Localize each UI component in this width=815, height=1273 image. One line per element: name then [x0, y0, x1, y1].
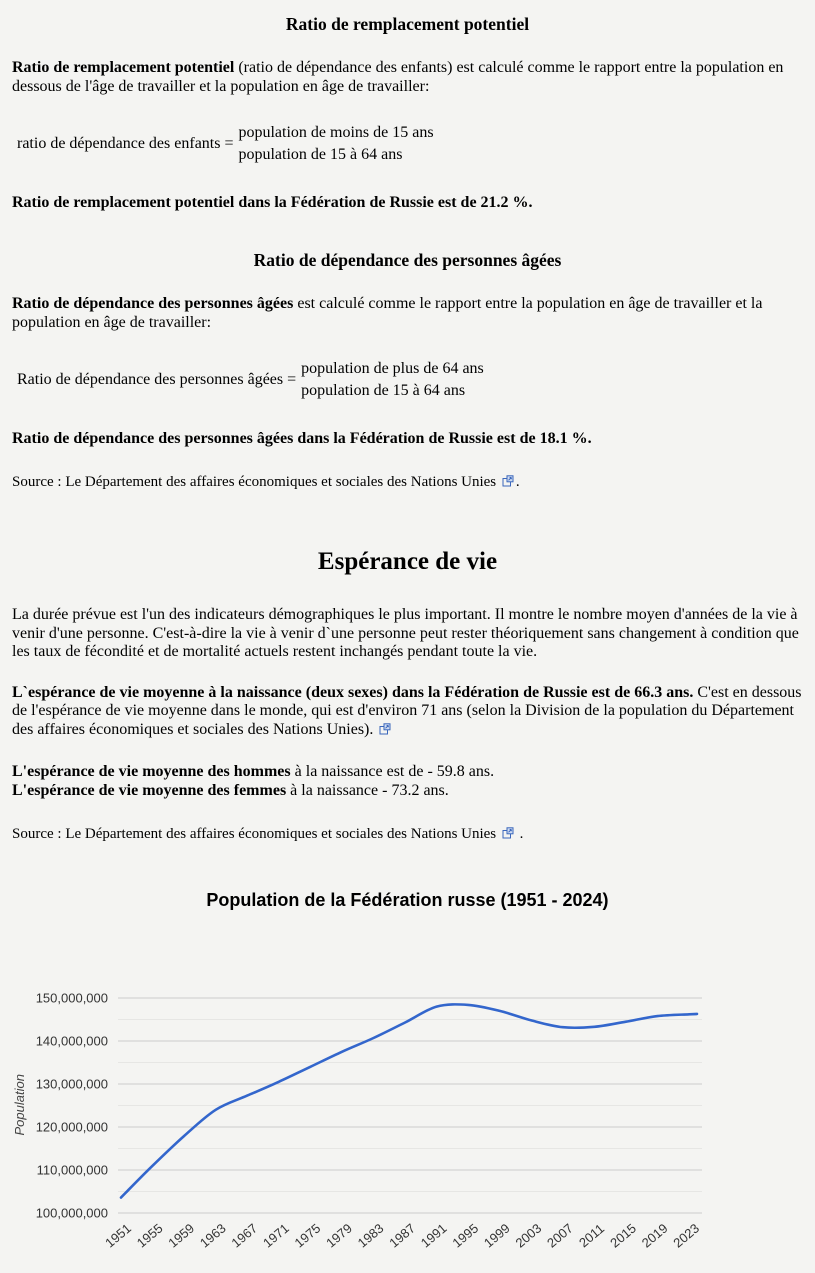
- replacement-ratio-definition: Ratio de remplacement potentiel (ratio d…: [12, 59, 784, 95]
- replacement-ratio-term: Ratio de remplacement potentiel: [12, 59, 235, 76]
- women-life-expectancy-term: L'espérance de vie moyenne des femmes: [12, 782, 287, 799]
- svg-text:110,000,000: 110,000,000: [37, 1163, 108, 1178]
- formula-left-side: Ratio de dépendance des personnes âgées …: [17, 371, 297, 388]
- elderly-ratio-term: Ratio de dépendance des personnes âgées: [12, 295, 294, 312]
- external-link-icon[interactable]: [379, 722, 391, 741]
- life-expectancy-value: L`espérance de vie moyenne à la naissanc…: [12, 683, 694, 701]
- svg-text:1971: 1971: [260, 1221, 292, 1251]
- svg-text:1951: 1951: [102, 1221, 134, 1251]
- svg-text:1963: 1963: [197, 1221, 229, 1251]
- formula-denominator: population de 15 à 64 ans: [238, 146, 403, 163]
- life-expectancy-average: L`espérance de vie moyenne à la naissanc…: [12, 684, 803, 741]
- elderly-ratio-result: Ratio de dépendance des personnes âgées …: [12, 430, 592, 447]
- svg-text:2019: 2019: [639, 1221, 671, 1251]
- svg-text:1959: 1959: [165, 1221, 197, 1251]
- elderly-ratio-definition: Ratio de dépendance des personnes âgées …: [12, 295, 763, 331]
- elderly-dependency-formula: Ratio de dépendance des personnes âgées …: [12, 358, 803, 402]
- svg-text:1991: 1991: [418, 1221, 450, 1251]
- population-chart-title: Population de la Fédération russe (1951 …: [206, 890, 609, 910]
- external-link-icon[interactable]: [502, 827, 514, 844]
- formula-numerator: population de plus de 64 ans: [301, 360, 484, 377]
- population-chart-section: Population de la Fédération russe (1951 …: [12, 890, 803, 1273]
- life-expectancy-by-sex: L'espérance de vie moyenne des hommes à …: [12, 763, 495, 799]
- child-dependency-formula: ratio de dépendance des enfants = popula…: [12, 122, 803, 166]
- svg-text:Population: Population: [12, 1074, 27, 1135]
- formula-fraction: population de plus de 64 ans population …: [301, 358, 484, 402]
- life-expectancy-intro: La durée prévue est l'un des indicateurs…: [12, 606, 799, 660]
- formula-left-side: ratio de dépendance des enfants =: [17, 135, 234, 152]
- svg-text:1975: 1975: [292, 1221, 324, 1251]
- formula-fraction: population de moins de 15 ans population…: [238, 122, 433, 166]
- svg-text:140,000,000: 140,000,000: [36, 1034, 108, 1049]
- replacement-ratio-title: Ratio de remplacement potentiel: [285, 14, 530, 34]
- svg-text:1967: 1967: [228, 1221, 260, 1251]
- svg-text:2011: 2011: [576, 1221, 607, 1250]
- source-line-dependency: Source : Le Département des affaires éco…: [12, 474, 520, 492]
- population-series-line[interactable]: [119, 1003, 699, 1199]
- svg-text:130,000,000: 130,000,000: [36, 1077, 108, 1092]
- svg-text:120,000,000: 120,000,000: [36, 1120, 108, 1135]
- svg-text:2023: 2023: [670, 1221, 702, 1251]
- men-life-expectancy-term: L'espérance de vie moyenne des hommes: [12, 763, 291, 780]
- svg-text:1987: 1987: [386, 1221, 418, 1251]
- svg-text:150,000,000: 150,000,000: [36, 991, 108, 1006]
- svg-text:100,000,000: 100,000,000: [36, 1206, 108, 1221]
- svg-text:1995: 1995: [449, 1221, 481, 1251]
- population-line-chart[interactable]: 100,000,000 110,000,000 120,000,000 130,000…: [12, 959, 803, 1273]
- svg-text:1983: 1983: [355, 1221, 387, 1251]
- source-line-life: Source : Le Département des affaires éco…: [12, 826, 524, 844]
- svg-text:1999: 1999: [481, 1221, 513, 1251]
- formula-numerator: population de moins de 15 ans: [238, 124, 434, 141]
- formula-denominator: population de 15 à 64 ans: [301, 382, 466, 399]
- svg-text:2003: 2003: [513, 1221, 545, 1251]
- life-expectancy-title: Espérance de vie: [317, 548, 498, 575]
- elderly-ratio-title: Ratio de dépendance des personnes âgées: [253, 250, 562, 270]
- svg-text:1955: 1955: [134, 1221, 166, 1251]
- svg-text:2007: 2007: [544, 1221, 576, 1251]
- svg-text:2015: 2015: [607, 1221, 639, 1251]
- replacement-ratio-result: Ratio de remplacement potentiel dans la …: [12, 194, 533, 211]
- svg-text:1979: 1979: [323, 1221, 355, 1251]
- external-link-icon[interactable]: [502, 475, 514, 492]
